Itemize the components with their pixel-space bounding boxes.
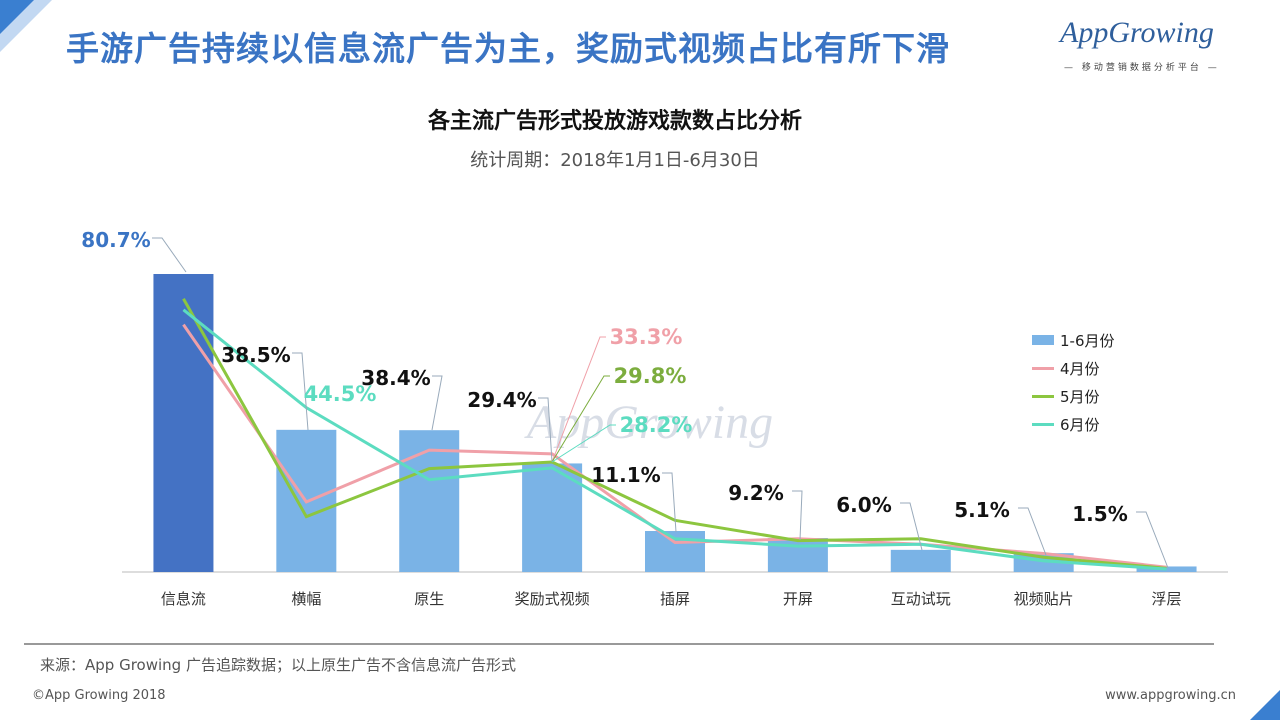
- legend-swatch: [1032, 422, 1054, 426]
- legend-swatch: [1032, 366, 1054, 370]
- bar-value-label: 29.4%: [467, 388, 536, 412]
- x-tick-label: 视频贴片: [1014, 590, 1074, 608]
- corner-decoration: [0, 0, 34, 34]
- bar-6: [890, 549, 951, 572]
- x-tick-label: 开屏: [783, 590, 813, 608]
- leader-line: [431, 375, 443, 431]
- leader-line: [792, 490, 803, 541]
- callout-label: 33.3%: [610, 325, 683, 349]
- x-tick-label: 信息流: [161, 590, 206, 608]
- bar-value-label: 1.5%: [1072, 502, 1127, 526]
- callout-leader: [551, 424, 616, 463]
- copyright: ©App Growing 2018: [32, 688, 166, 703]
- callout-label: 29.8%: [614, 364, 687, 388]
- leader-line: [152, 237, 187, 273]
- logo-subtitle: — 移动营销数据分析平台 —: [1064, 63, 1220, 73]
- series-line-2: [182, 308, 1167, 571]
- bar-value-label: 6.0%: [836, 493, 891, 517]
- legend-label: 4月份: [1060, 359, 1100, 378]
- bar-value-label: 80.7%: [81, 228, 150, 252]
- legend-item-line-2: 6月份: [1032, 410, 1115, 438]
- x-tick-label: 横幅: [291, 590, 321, 608]
- leader-line: [900, 502, 923, 551]
- callout-leader: [551, 375, 610, 463]
- source-divider: [24, 643, 1214, 645]
- chart-legend: 1-6月份 4月份 5月份 6月份: [1032, 326, 1115, 438]
- bar-value-label: 11.1%: [591, 463, 660, 487]
- leader-line: [1136, 511, 1169, 569]
- website-link[interactable]: www.appgrowing.cn: [1105, 688, 1236, 703]
- legend-swatch: [1032, 394, 1054, 398]
- legend-item-line-1: 5月份: [1032, 382, 1115, 410]
- leader-line: [292, 352, 309, 431]
- bar-8: [1136, 566, 1197, 572]
- bar-2: [399, 430, 460, 572]
- legend-label: 1-6月份: [1060, 331, 1115, 350]
- legend-item-bar: 1-6月份: [1032, 326, 1115, 354]
- x-tick-label: 插屏: [660, 590, 690, 608]
- bar-value-label: 38.4%: [361, 366, 430, 390]
- callout-label: 28.2%: [620, 413, 693, 437]
- corner-decoration-bottom: [1250, 690, 1280, 720]
- leader-line: [538, 397, 553, 463]
- legend-label: 5月份: [1060, 387, 1100, 406]
- logo-text: AppGrowing: [1060, 16, 1214, 49]
- legend-item-line-0: 4月份: [1032, 354, 1115, 382]
- chart-subtitle: 统计周期：2018年1月1日-6月30日: [470, 150, 760, 171]
- x-tick-label: 互动试玩: [891, 590, 951, 608]
- bar-3: [522, 463, 583, 572]
- leader-line: [662, 472, 677, 533]
- x-tick-label: 浮层: [1152, 590, 1182, 608]
- bar-value-label: 9.2%: [728, 481, 783, 505]
- source-note: 来源：App Growing 广告追踪数据；以上原生广告不含信息流广告形式: [40, 656, 516, 674]
- bar-0: [153, 274, 214, 572]
- legend-label: 6月份: [1060, 415, 1100, 434]
- bar-5: [767, 538, 828, 572]
- leader-line: [1018, 507, 1047, 556]
- callout-label: 44.5%: [304, 382, 377, 406]
- callout-leader: [551, 336, 606, 463]
- legend-swatch: [1032, 335, 1054, 345]
- page-headline: 手游广告持续以信息流广告为主，奖励式视频占比有所下滑: [66, 29, 950, 68]
- x-tick-label: 原生: [414, 590, 444, 608]
- x-tick-label: 奖励式视频: [515, 590, 590, 608]
- app-growing-logo: AppGrowing — 移动营销数据分析平台 —: [1060, 16, 1235, 76]
- chart-title: 各主流广告形式投放游戏款数占比分析: [427, 109, 802, 134]
- bar-value-label: 38.5%: [221, 343, 290, 367]
- bar-value-label: 5.1%: [954, 498, 1009, 522]
